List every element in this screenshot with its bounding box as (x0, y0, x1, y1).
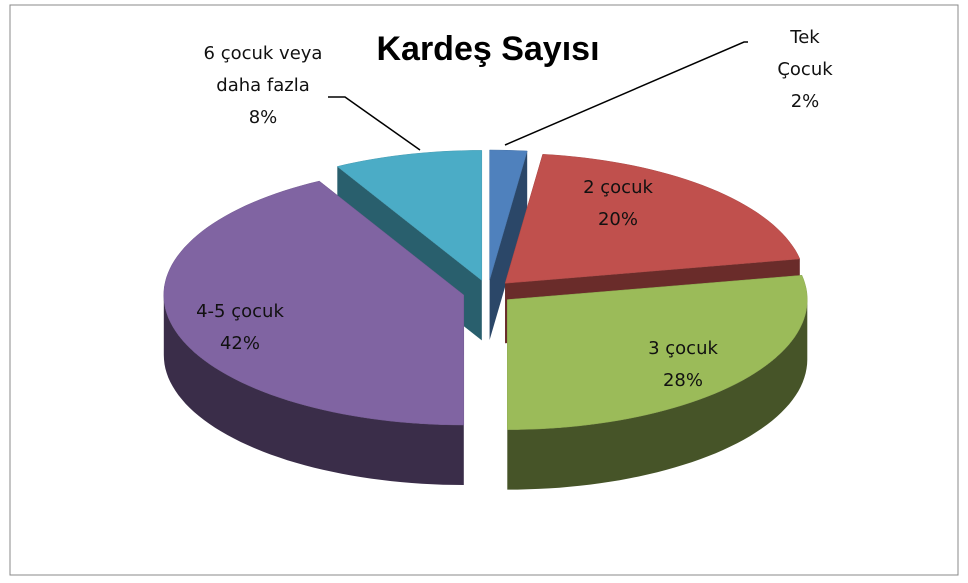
value-label: 2% (790, 91, 820, 112)
value-label: 8% (248, 107, 278, 128)
category-label: 4-5 çocuk (196, 301, 284, 322)
leader-line (504, 41, 748, 146)
slice (163, 180, 465, 426)
data-label: 3 çocuk 28% (623, 333, 743, 397)
slice-tops (163, 149, 808, 430)
slice-wall (507, 299, 808, 490)
value-label: 42% (219, 333, 260, 354)
slice-wall (163, 295, 464, 485)
data-label: 2 çocuk 20% (558, 172, 678, 236)
data-label: 4-5 çocuk 42% (170, 296, 310, 360)
category-label: 6 çocuk veya daha fazla (203, 43, 323, 96)
slice-side (489, 151, 528, 340)
slice (504, 154, 801, 284)
slice (336, 150, 483, 281)
category-label: 2 çocuk (583, 177, 653, 198)
data-label: 6 çocuk veya daha fazla 8% (188, 38, 338, 134)
slice (507, 275, 808, 430)
value-label: 28% (662, 370, 703, 391)
slice (489, 149, 528, 281)
category-label: 3 çocuk (648, 338, 718, 359)
category-label: Tek Çocuk (777, 27, 833, 80)
leader-line (328, 96, 421, 151)
data-label: Tek Çocuk 2% (760, 22, 850, 118)
chart-title: Kardeş Sayısı (376, 30, 600, 68)
value-label: 20% (597, 209, 638, 230)
